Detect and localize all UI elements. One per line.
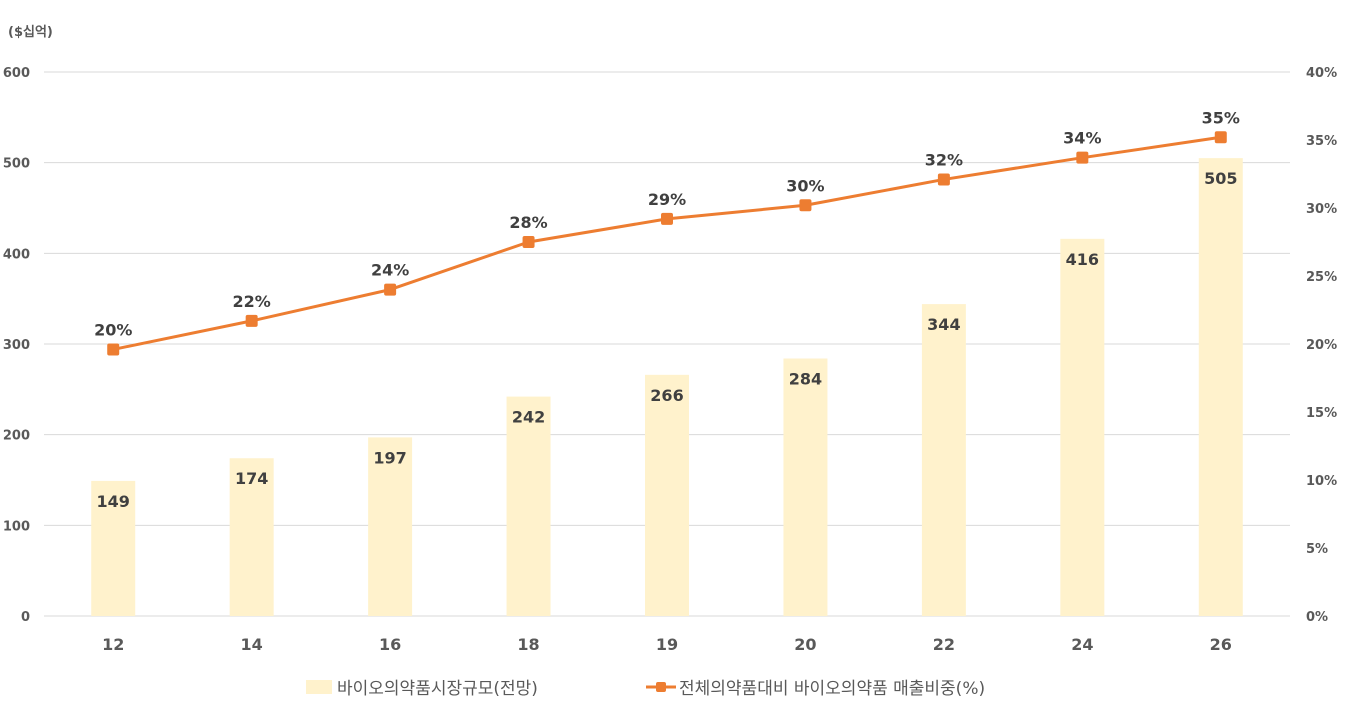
line-point — [107, 343, 120, 356]
y-left-tick-label: 500 — [3, 157, 30, 172]
x-axis: 12 14 16 18 19 20 22 24 26 — [102, 635, 1232, 654]
bar — [1198, 158, 1243, 616]
bar-data-label: 174 — [235, 469, 268, 488]
x-tick-label: 22 — [933, 635, 955, 654]
bar — [91, 480, 136, 616]
x-tick-label: 19 — [656, 635, 678, 654]
line-point — [522, 236, 535, 248]
line-point — [384, 283, 397, 296]
bar-data-label: 242 — [512, 408, 545, 427]
line-path — [112, 135, 1221, 351]
legend-bar-label: 바이오의약품시장규모(전망) — [337, 679, 538, 699]
legend-line-label: 전체의약품대비 바이오의약품 매출비중(%) — [679, 679, 985, 699]
legend-bar-swatch — [306, 680, 332, 694]
bars: 149 174 197 242 266 284 344 416 505 — [91, 158, 1243, 616]
line-data-label: 22% — [233, 292, 271, 311]
y-left-tick-label: 0 — [21, 610, 30, 625]
line-point — [245, 314, 258, 327]
legend: 바이오의약품시장규모(전망) 전체의약품대비 바이오의약품 매출비중(%) — [306, 679, 985, 699]
y-left-tick-label: 200 — [3, 429, 30, 444]
bar — [229, 458, 274, 616]
x-tick-label: 18 — [517, 635, 539, 654]
line-point — [661, 212, 673, 225]
line-point — [799, 199, 812, 212]
bar — [921, 304, 966, 616]
x-tick-label: 12 — [102, 635, 124, 654]
line-data-label: 30% — [786, 176, 824, 195]
x-tick-label: 20 — [794, 635, 816, 654]
line-data-label: 32% — [925, 150, 963, 169]
line-data-label: 24% — [371, 261, 409, 280]
bar — [783, 358, 828, 616]
bar — [506, 396, 551, 616]
bar — [645, 374, 689, 616]
y-left-tick-label: 300 — [3, 338, 30, 353]
y-right-tick-label: 30% — [1306, 202, 1337, 217]
bar — [1060, 238, 1105, 616]
line-data-label: 35% — [1202, 108, 1240, 127]
y-right-tick-label: 5% — [1306, 542, 1328, 557]
x-tick-label: 24 — [1071, 635, 1093, 654]
x-tick-label: 16 — [379, 635, 401, 654]
y-right-tick-label: 20% — [1306, 338, 1337, 353]
y-left-tick-label: 600 — [3, 66, 30, 81]
bar-data-label: 344 — [927, 315, 960, 334]
bar-data-label: 266 — [650, 386, 683, 405]
y-right-tick-label: 15% — [1306, 406, 1337, 421]
line-data-label: 28% — [509, 213, 547, 232]
bar — [368, 437, 413, 616]
x-tick-label: 26 — [1210, 635, 1232, 654]
line-data-label: 29% — [648, 190, 686, 209]
y-right-tick-label: 25% — [1306, 270, 1337, 285]
line-data-label: 20% — [94, 320, 132, 339]
line-point — [937, 173, 950, 186]
bar-data-label: 284 — [789, 370, 822, 389]
y-right-tick-label: 40% — [1306, 66, 1337, 81]
y-left-tick-label: 400 — [3, 247, 30, 262]
line-data-label: 34% — [1063, 129, 1101, 148]
legend-line-marker — [656, 682, 666, 692]
line-point — [1076, 151, 1089, 164]
x-tick-label: 14 — [241, 635, 263, 654]
y-left-tick-label: 100 — [3, 519, 30, 534]
bar-data-label: 416 — [1066, 250, 1099, 269]
bar-data-label: 505 — [1204, 169, 1237, 188]
bar-data-label: 197 — [373, 448, 406, 467]
bar-data-label: 149 — [97, 492, 130, 511]
y-right-tick-label: 35% — [1306, 134, 1337, 149]
y-right-tick-label: 0% — [1306, 610, 1328, 625]
line-series: 20% 22% 24% 28% 29% 30% 32% 34% 35% — [94, 108, 1240, 356]
left-axis: 0 100 200 300 400 500 600 — [3, 66, 30, 625]
y-right-tick-label: 10% — [1306, 474, 1337, 489]
unit-label: ($십억) — [8, 24, 53, 40]
line-point — [1214, 131, 1227, 144]
right-axis: 0% 5% 10% 15% 20% 25% 30% 35% 40% — [1306, 66, 1337, 625]
